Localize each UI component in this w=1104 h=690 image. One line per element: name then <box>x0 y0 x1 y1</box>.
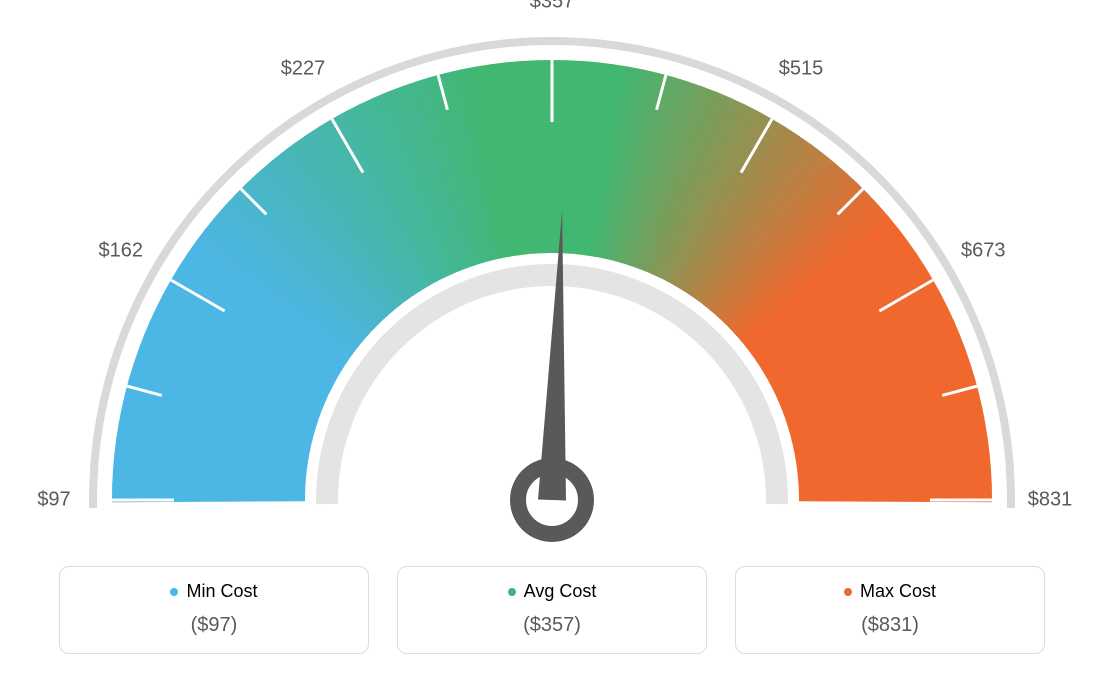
gauge-svg <box>0 0 1104 560</box>
legend-dot-avg <box>508 588 516 596</box>
legend-title-avg: Avg Cost <box>508 581 597 602</box>
gauge-tick-label: $357 <box>530 0 575 14</box>
legend-card-max: Max Cost ($831) <box>735 566 1045 654</box>
legend-label-min: Min Cost <box>186 581 257 602</box>
legend-card-avg: Avg Cost ($357) <box>397 566 707 654</box>
gauge-tick-label: $162 <box>98 240 143 263</box>
legend-title-max: Max Cost <box>844 581 936 602</box>
legend-title-min: Min Cost <box>170 581 257 602</box>
gauge-tick-label: $515 <box>779 57 824 80</box>
gauge-tick-label: $831 <box>1028 489 1073 512</box>
legend-value-avg: ($357) <box>398 614 706 637</box>
gauge-tick-label: $97 <box>37 489 70 512</box>
legend-dot-min <box>170 588 178 596</box>
legend-label-avg: Avg Cost <box>524 581 597 602</box>
legend-row: Min Cost ($97) Avg Cost ($357) Max Cost … <box>0 560 1104 654</box>
legend-value-min: ($97) <box>60 614 368 637</box>
cost-gauge: $97 $162 $227 $357 $515 $673 $831 <box>0 0 1104 560</box>
legend-value-max: ($831) <box>736 614 1044 637</box>
gauge-tick-label: $227 <box>281 57 326 80</box>
legend-label-max: Max Cost <box>860 581 936 602</box>
legend-dot-max <box>844 588 852 596</box>
legend-card-min: Min Cost ($97) <box>59 566 369 654</box>
gauge-tick-label: $673 <box>961 240 1006 263</box>
